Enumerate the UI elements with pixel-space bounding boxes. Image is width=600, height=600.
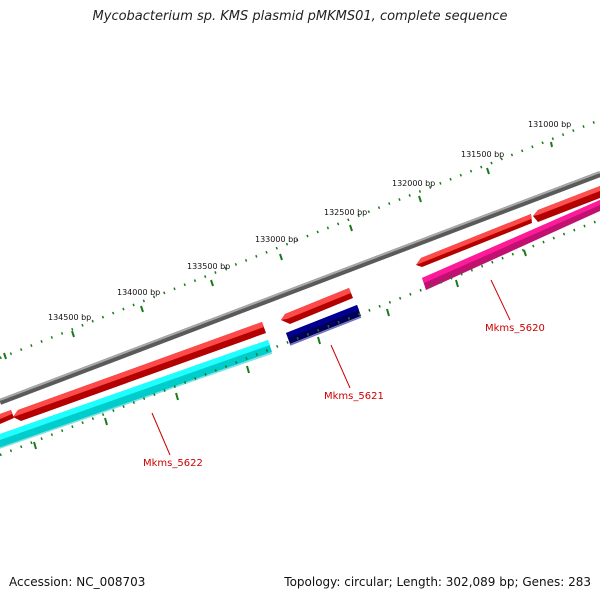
- gene-mkms-5622-block: [0, 340, 273, 449]
- forward-gene-long: [13, 322, 266, 421]
- ruler-label-132000: 132000 bp: [392, 179, 435, 188]
- topology-summary: Topology: circular; Length: 302,089 bp; …: [284, 575, 591, 589]
- gene-label-mkms-5621[interactable]: Mkms_5621: [324, 391, 384, 402]
- gene-label-mkms-5622[interactable]: Mkms_5622: [143, 458, 203, 469]
- leader-mkms-5622: [151, 412, 171, 456]
- forward-gene-mid: [416, 214, 532, 267]
- reverse-strand-genes: [0, 200, 600, 449]
- ruler-label-134000: 134000 bp: [117, 288, 160, 297]
- ruler-label-133500: 133500 bp: [187, 262, 230, 271]
- ruler-label-131000: 131000 bp: [528, 120, 571, 129]
- gene-label-mkms-5620[interactable]: Mkms_5620: [485, 323, 545, 334]
- gene-leader-lines: [151, 279, 511, 456]
- ruler-label-133000: 133000 bp: [255, 235, 298, 244]
- forward-gene-right: [533, 186, 600, 222]
- backbone: [0, 171, 600, 405]
- forward-gene-small: [281, 288, 353, 324]
- leader-mkms-5620: [490, 279, 511, 321]
- inner-major-ticks: [33, 249, 527, 450]
- gene-mkms-5621-block: [286, 305, 362, 346]
- inner-ruler: [0, 218, 600, 457]
- leader-mkms-5621: [330, 344, 351, 389]
- forward-gene-left: [0, 410, 14, 424]
- accession-text: Accession: NC_008703: [9, 575, 146, 589]
- forward-strand-genes: [0, 186, 600, 424]
- outer-ruler: [0, 118, 600, 360]
- ruler-label-131500: 131500 bp: [461, 150, 504, 159]
- gene-mkms-5620-block: [422, 200, 600, 290]
- outer-major-ticks: [3, 141, 553, 360]
- map-title: Mycobacterium sp. KMS plasmid pMKMS01, c…: [92, 9, 508, 24]
- ruler-label-132500: 132500 bp: [324, 208, 367, 217]
- ruler-label-134500: 134500 bp: [48, 313, 91, 322]
- ruler-labels: 131000 bp 131500 bp 132000 bp 132500 bp …: [48, 120, 571, 322]
